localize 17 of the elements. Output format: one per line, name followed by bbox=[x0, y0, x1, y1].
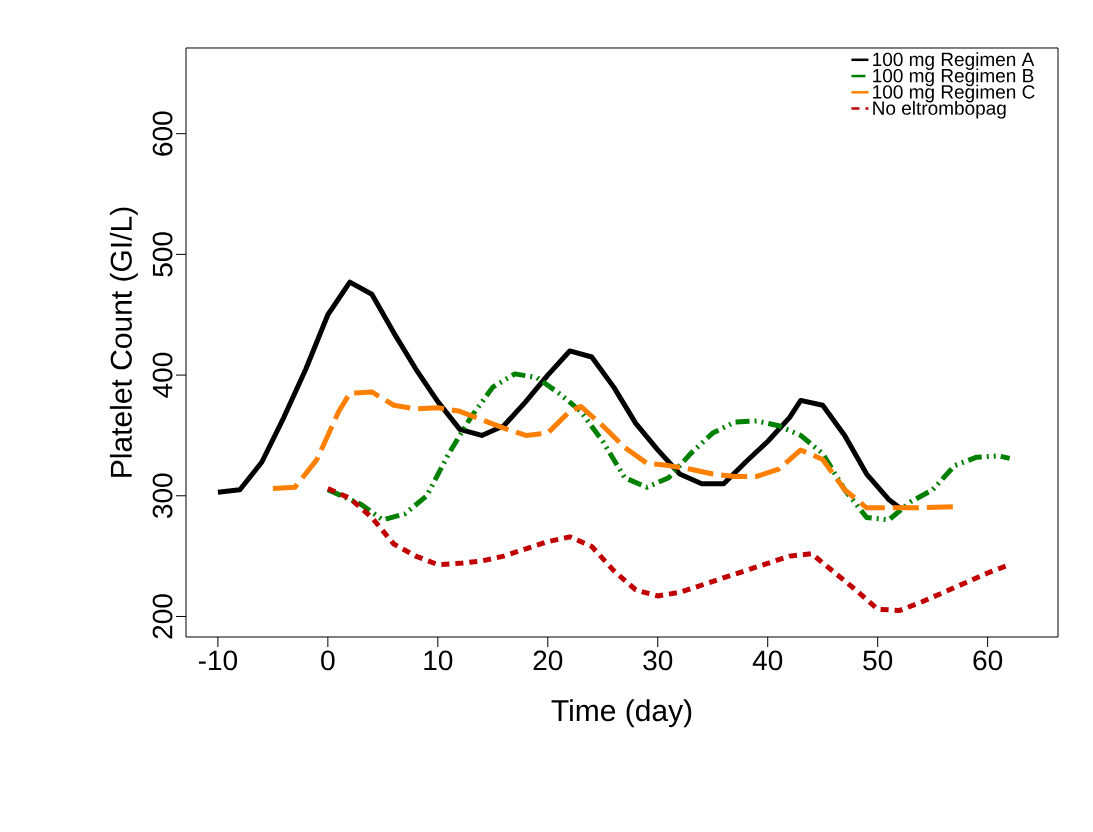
legend-label: 100 mg Regimen A bbox=[873, 52, 1035, 70]
x-tick-label: 0 bbox=[321, 650, 335, 671]
x-tick-label: 30 bbox=[643, 650, 673, 671]
x-tick-label: 10 bbox=[424, 650, 453, 671]
x-tick-label: -10 bbox=[198, 650, 238, 671]
y-tick-label: 200 bbox=[152, 594, 173, 639]
x-tick-label: 60 bbox=[973, 650, 1003, 671]
y-tick-label: 600 bbox=[152, 111, 173, 156]
legend-label: No eltrombopag bbox=[873, 100, 1006, 119]
x-tick-label: 50 bbox=[863, 650, 893, 671]
y-tick-label: 500 bbox=[152, 232, 173, 277]
x-tick-label: 20 bbox=[533, 650, 563, 671]
y-tick-label: 300 bbox=[152, 473, 173, 519]
y-tick-label: 400 bbox=[152, 352, 173, 398]
x-tick-label: 40 bbox=[752, 650, 783, 671]
x-axis-title: Time (day) bbox=[551, 699, 692, 728]
y-axis-title: Platelet Count (GI/L) bbox=[109, 207, 138, 477]
